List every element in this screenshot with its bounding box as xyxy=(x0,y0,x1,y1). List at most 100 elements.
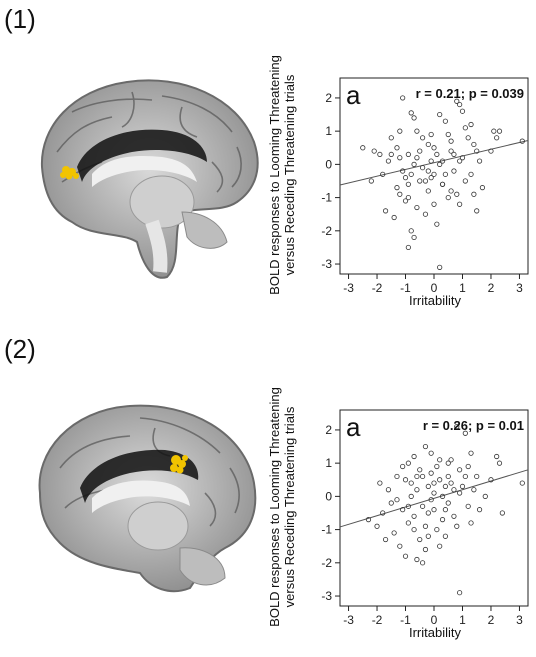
data-point xyxy=(425,141,431,148)
y-tick-label: 0 xyxy=(325,489,332,503)
data-point xyxy=(491,128,497,134)
stats-annotation: r = 0.21; p = 0.039 xyxy=(416,86,524,101)
data-point xyxy=(414,487,420,493)
regression-line xyxy=(339,469,529,528)
data-point xyxy=(388,151,394,158)
data-point xyxy=(411,234,417,241)
y-tick-label: -2 xyxy=(321,556,332,570)
data-point xyxy=(397,128,403,134)
y-tick-label: 2 xyxy=(325,91,332,105)
data-point xyxy=(365,517,372,523)
data-point xyxy=(465,135,471,141)
y-tick-label: -2 xyxy=(321,224,332,238)
data-point xyxy=(468,171,474,177)
plot-frame xyxy=(339,77,529,275)
data-point xyxy=(468,520,474,526)
data-point xyxy=(411,161,417,167)
data-point xyxy=(408,493,414,499)
data-point xyxy=(425,188,431,194)
data-point xyxy=(428,450,434,456)
data-point xyxy=(488,477,494,483)
data-point xyxy=(474,473,480,480)
y-tick-label: -1 xyxy=(321,191,332,205)
x-tick-label: 2 xyxy=(488,281,495,295)
data-point xyxy=(482,493,488,499)
data-point xyxy=(411,526,417,533)
data-point xyxy=(420,560,426,566)
data-point xyxy=(459,155,466,161)
data-point xyxy=(474,208,480,214)
data-point xyxy=(454,523,460,529)
data-point xyxy=(420,473,426,480)
data-point xyxy=(468,121,474,128)
data-point xyxy=(428,158,434,164)
x-tick-label: -1 xyxy=(400,613,411,627)
x-tick-label: 1 xyxy=(459,613,466,627)
data-point xyxy=(408,171,414,177)
data-point xyxy=(402,553,409,559)
data-point xyxy=(394,473,400,480)
data-point xyxy=(408,110,414,116)
data-point xyxy=(394,497,400,503)
data-point xyxy=(405,460,411,466)
data-point xyxy=(414,155,420,161)
data-point xyxy=(425,533,431,539)
x-axis-label-2: Irritability xyxy=(408,625,461,640)
data-point xyxy=(402,477,409,483)
data-point xyxy=(496,460,503,466)
data-point xyxy=(382,208,389,214)
x-tick-label: 0 xyxy=(431,613,438,627)
data-point xyxy=(519,480,525,486)
data-point xyxy=(442,171,448,177)
data-point xyxy=(445,473,451,480)
data-point xyxy=(445,500,451,506)
data-point xyxy=(408,228,414,234)
y-tick-label: 1 xyxy=(325,456,332,470)
data-point xyxy=(382,536,389,543)
data-point xyxy=(397,191,403,197)
data-point xyxy=(434,526,440,533)
data-point xyxy=(405,520,411,526)
data-point xyxy=(377,151,383,158)
data-point xyxy=(371,148,377,154)
data-point xyxy=(405,194,411,201)
data-point xyxy=(451,151,457,158)
y-tick-label: -3 xyxy=(321,257,332,271)
data-point xyxy=(468,450,474,456)
y-axis-label-2: BOLD responses to Looming Threatening ve… xyxy=(267,387,297,627)
data-point xyxy=(434,151,440,158)
data-point xyxy=(431,145,437,151)
data-point xyxy=(420,503,426,509)
data-point xyxy=(417,148,423,154)
data-point xyxy=(400,168,406,174)
y-tick-label: -3 xyxy=(321,589,332,603)
data-point xyxy=(437,264,443,270)
data-point xyxy=(385,158,392,164)
data-point xyxy=(442,507,448,513)
stats-annotation: r = 0.26; p = 0.01 xyxy=(423,418,524,433)
data-point xyxy=(408,480,414,486)
data-point xyxy=(448,138,454,144)
data-point xyxy=(462,125,468,131)
data-point xyxy=(417,536,423,543)
data-point xyxy=(397,155,403,161)
data-point xyxy=(428,175,434,181)
data-point xyxy=(494,453,500,460)
data-point xyxy=(374,523,380,529)
data-point xyxy=(479,185,486,191)
x-tick-label: -3 xyxy=(343,613,354,627)
data-point xyxy=(457,490,463,496)
data-point xyxy=(445,194,451,201)
data-point xyxy=(457,590,463,596)
data-point xyxy=(405,151,411,158)
y-tick-label: 0 xyxy=(325,157,332,171)
data-point xyxy=(459,483,466,490)
data-point xyxy=(465,503,471,509)
data-point xyxy=(471,487,477,493)
data-point xyxy=(431,201,437,207)
data-point xyxy=(385,487,392,493)
x-tick-label: -2 xyxy=(372,613,383,627)
y-tick-label: -1 xyxy=(321,523,332,537)
data-point xyxy=(388,500,394,506)
